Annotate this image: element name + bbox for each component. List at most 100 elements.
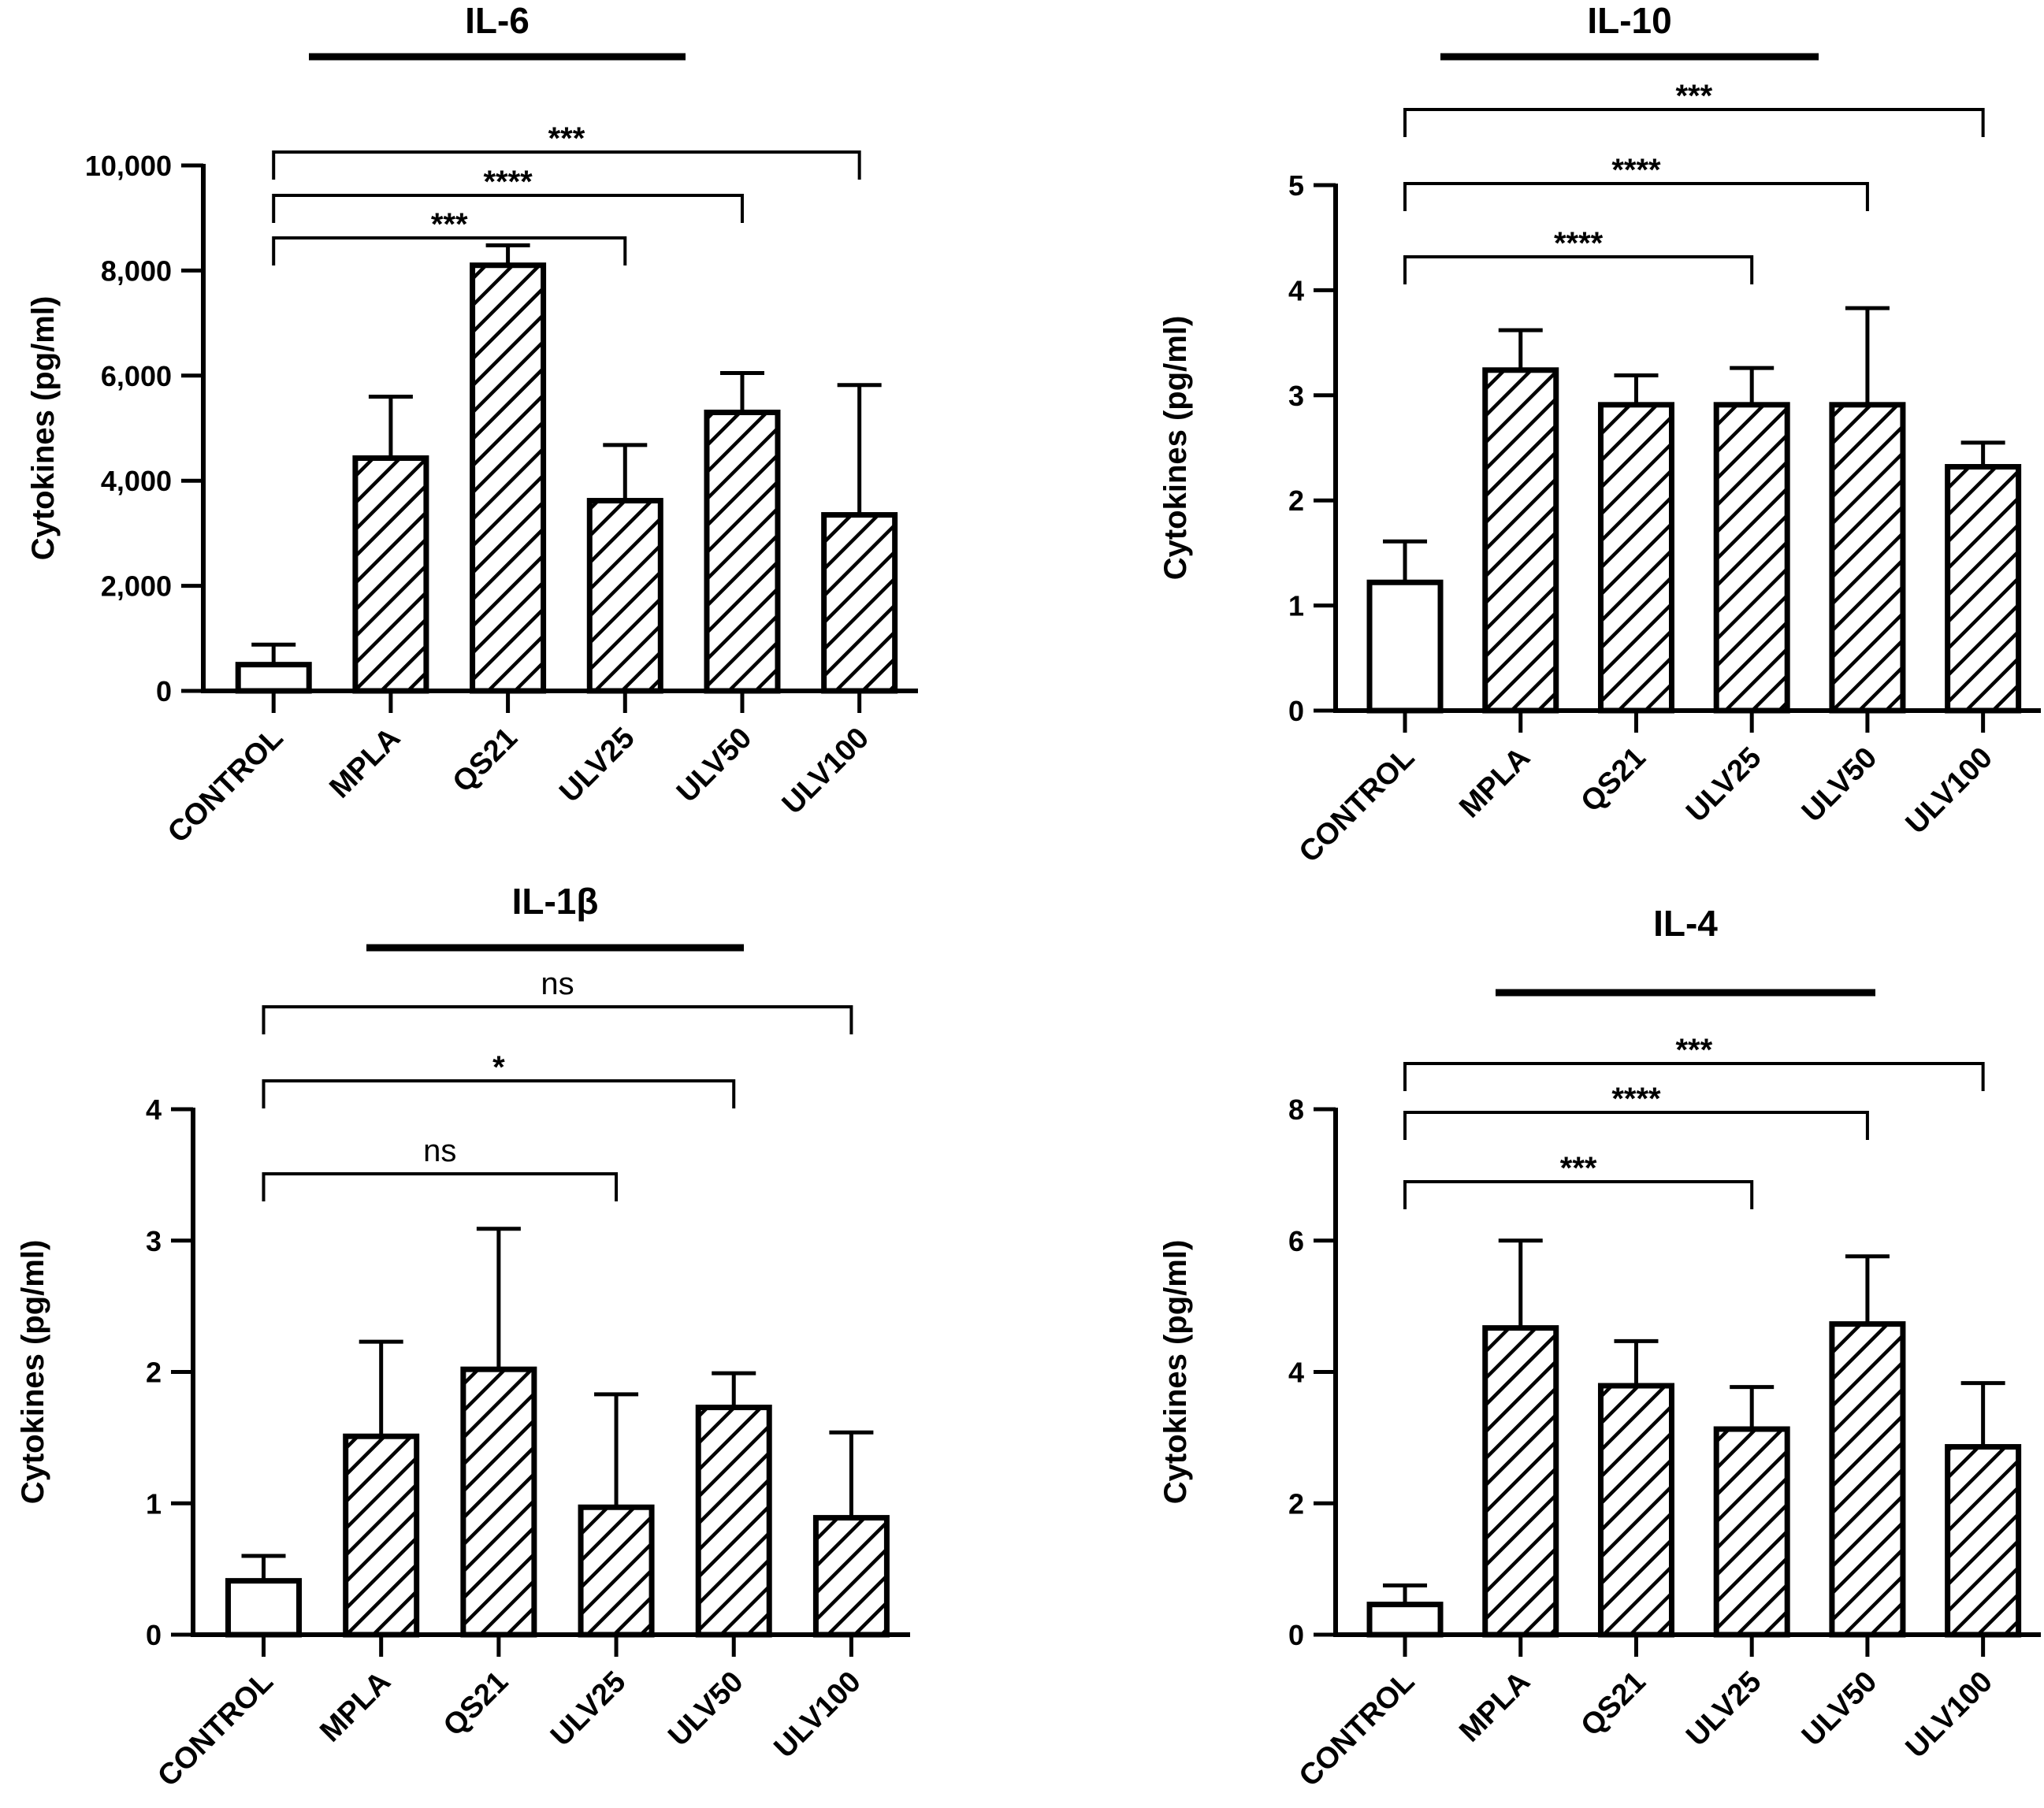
significance-label: ns [541, 967, 574, 1001]
bar-ulv50 [704, 409, 781, 694]
significance-label: **** [1554, 226, 1604, 261]
x-tick-label: MPLA [323, 722, 407, 805]
x-tick-label: MPLA [314, 1665, 397, 1749]
significance-label: *** [548, 121, 585, 156]
y-tick-label: 2 [146, 1357, 162, 1389]
bar-control [235, 662, 312, 694]
y-tick-label: 3 [146, 1225, 162, 1257]
significance-bracket [1403, 255, 1754, 284]
x-tick-label: ULV100 [776, 722, 875, 821]
bar-ulv100 [821, 512, 898, 694]
bar-ulv100 [1945, 1444, 2022, 1638]
bar-ulv50 [1829, 402, 1906, 714]
bar-qs21 [460, 1366, 537, 1638]
x-tick-label: CONTROL [162, 722, 290, 850]
bar-mpla [1482, 367, 1559, 714]
y-tick-label: 8 [1288, 1093, 1304, 1126]
chart-panel: IL-10 Cytokines (pg/ml) 0 1 2 3 4 5 CONTROL MPLA Q… [1158, 0, 2041, 869]
y-tick-label: 10,000 [85, 150, 172, 182]
chart-panel: IL-1β Cytokines (pg/ml) 0 1 2 3 4 CONTROL MPLA QS… [16, 881, 910, 1793]
y-tick-label: 2 [1288, 484, 1304, 517]
bar-ulv50 [1829, 1321, 1906, 1638]
y-tick-label: 4 [1288, 274, 1304, 306]
x-tick-label: ULV50 [1796, 741, 1883, 829]
x-tick-label: CONTROL [1293, 741, 1422, 870]
significance-bracket [1403, 1062, 1985, 1091]
bar-ulv50 [695, 1405, 772, 1638]
x-tick-label: ULV50 [671, 722, 758, 809]
significance-bracket [1403, 1111, 1869, 1140]
significance-label: ns [423, 1134, 456, 1168]
x-tick-label: ULV50 [1796, 1665, 1883, 1753]
bar-ulv25 [1713, 402, 1790, 714]
y-axis-label: Cytokines (pg/ml) [26, 296, 61, 561]
x-tick-label: QS21 [1574, 741, 1652, 819]
y-tick-label: 0 [1288, 695, 1304, 727]
bar-mpla [352, 455, 429, 694]
x-tick-label: ULV100 [767, 1665, 867, 1765]
bar-ulv25 [586, 498, 663, 694]
y-tick-label: 2,000 [101, 570, 172, 603]
bar-ulv100 [1945, 464, 2022, 714]
chart-title: IL-10 [1587, 0, 1671, 41]
significance-bracket [262, 1172, 619, 1201]
significance-label: *** [1560, 1151, 1597, 1186]
y-tick-label: 0 [1288, 1619, 1304, 1651]
significance-bracket [262, 1005, 853, 1034]
bar-qs21 [1597, 402, 1674, 714]
y-axis-label: Cytokines (pg/ml) [16, 1240, 50, 1505]
x-tick-label: CONTROL [151, 1665, 280, 1794]
bar-qs21 [1597, 1383, 1674, 1638]
x-tick-label: ULV100 [1900, 741, 1999, 841]
y-tick-label: 6,000 [101, 360, 172, 392]
y-tick-label: 4 [146, 1093, 162, 1126]
significance-label: **** [483, 165, 533, 199]
significance-bracket [1403, 108, 1985, 137]
significance-label: *** [1675, 79, 1712, 113]
significance-label: *** [431, 207, 468, 242]
y-tick-label: 1 [146, 1487, 162, 1520]
bar-control [225, 1578, 303, 1638]
x-tick-label: QS21 [1574, 1665, 1652, 1743]
x-tick-label: ULV25 [1680, 1665, 1767, 1753]
significance-bracket [272, 236, 627, 265]
bar-ulv25 [578, 1504, 655, 1638]
x-tick-label: ULV100 [1900, 1665, 1999, 1765]
significance-bracket [262, 1079, 736, 1108]
x-tick-label: ULV25 [553, 722, 641, 809]
x-tick-label: QS21 [437, 1665, 515, 1743]
x-tick-label: CONTROL [1293, 1665, 1422, 1794]
chart-panel: IL-6 Cytokines (pg/ml) 0 2,000 4,000 6,000 8,0… [26, 0, 918, 849]
y-tick-label: 0 [156, 675, 172, 707]
y-tick-label: 0 [146, 1619, 162, 1651]
bar-ulv25 [1713, 1426, 1790, 1638]
bar-mpla [1482, 1325, 1559, 1638]
x-tick-label: QS21 [447, 722, 524, 799]
x-tick-label: ULV25 [544, 1665, 632, 1753]
y-tick-label: 6 [1288, 1225, 1304, 1257]
y-tick-label: 4,000 [101, 465, 172, 497]
chart-title: IL-1β [512, 881, 599, 922]
y-tick-label: 2 [1288, 1487, 1304, 1520]
bar-control [1366, 1602, 1444, 1638]
x-tick-label: MPLA [1453, 1665, 1537, 1749]
significance-bracket [272, 194, 744, 223]
significance-label: * [492, 1050, 505, 1085]
significance-bracket [1403, 1180, 1754, 1209]
significance-label: **** [1611, 1082, 1661, 1116]
x-tick-label: MPLA [1453, 741, 1537, 825]
significance-bracket [272, 150, 861, 180]
bar-qs21 [470, 262, 547, 694]
y-tick-label: 3 [1288, 380, 1304, 412]
chart-title: IL-4 [1653, 903, 1718, 944]
chart-title: IL-6 [465, 0, 530, 41]
y-axis-label: Cytokines (pg/ml) [1158, 1240, 1193, 1505]
bar-mpla [343, 1433, 420, 1638]
bar-control [1366, 579, 1444, 714]
x-tick-label: ULV50 [662, 1665, 749, 1753]
y-tick-label: 8,000 [101, 254, 172, 287]
y-axis-label: Cytokines (pg/ml) [1158, 316, 1193, 581]
y-tick-label: 4 [1288, 1357, 1304, 1389]
bar-ulv100 [812, 1515, 890, 1638]
